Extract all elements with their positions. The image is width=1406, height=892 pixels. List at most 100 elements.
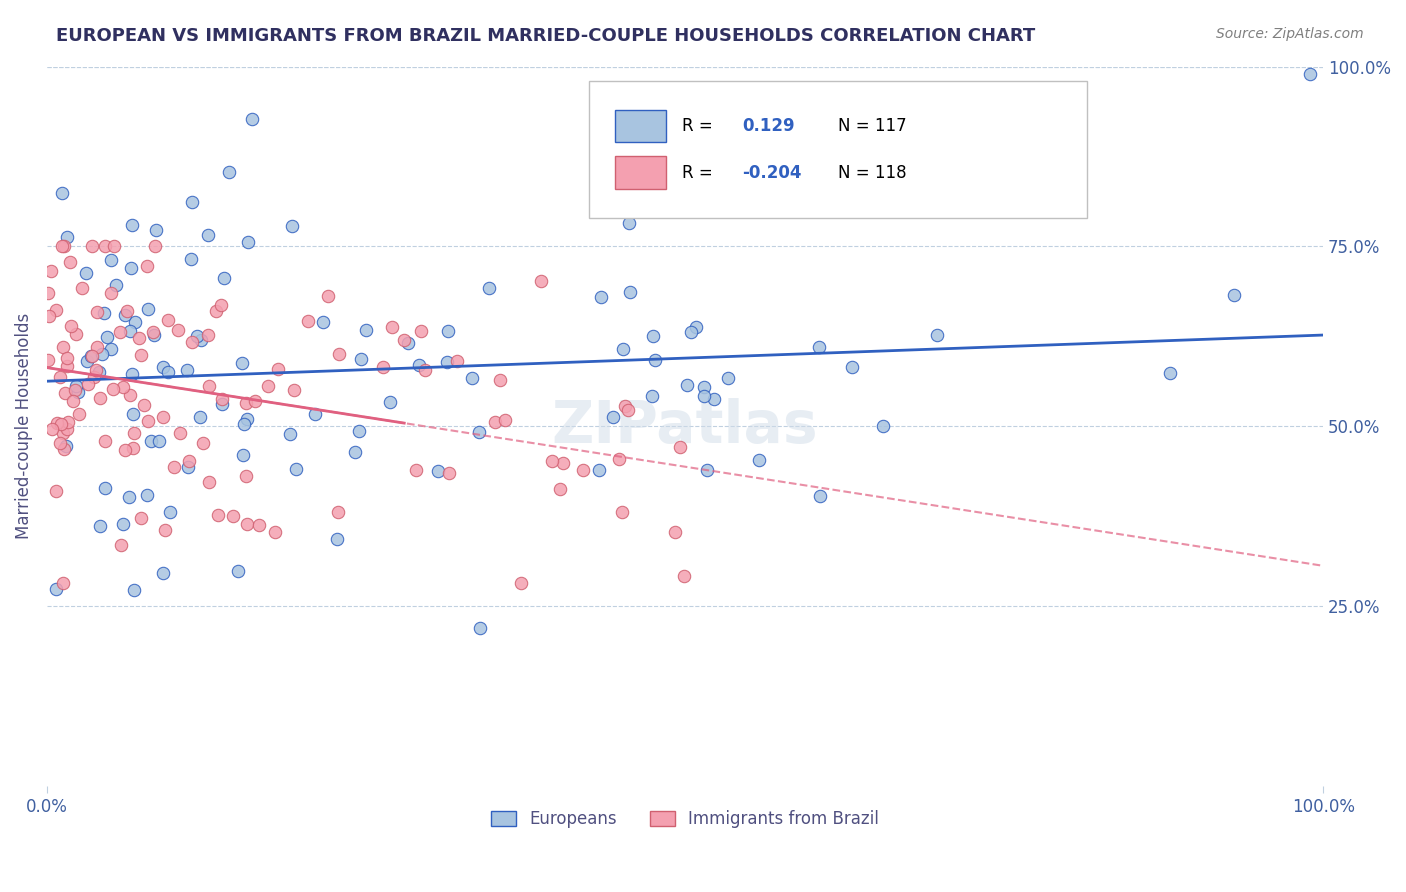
Text: N = 117: N = 117 bbox=[838, 117, 907, 135]
Point bbox=[41, 422, 63, 436]
Text: -0.204: -0.204 bbox=[742, 164, 801, 182]
Point bbox=[37, 285, 59, 300]
Point bbox=[80, 350, 103, 364]
Point bbox=[84, 363, 107, 377]
Point bbox=[243, 394, 266, 409]
Point bbox=[56, 351, 79, 365]
Point bbox=[112, 517, 135, 532]
Point bbox=[48, 369, 70, 384]
Point bbox=[326, 532, 349, 546]
FancyBboxPatch shape bbox=[614, 110, 666, 142]
FancyBboxPatch shape bbox=[614, 156, 666, 189]
Point bbox=[808, 489, 831, 503]
Point bbox=[56, 415, 79, 429]
Point bbox=[703, 392, 725, 406]
Point bbox=[45, 484, 67, 499]
Point bbox=[89, 519, 111, 533]
Point bbox=[190, 334, 212, 348]
Point bbox=[114, 308, 136, 322]
Point bbox=[484, 415, 506, 429]
Point bbox=[55, 440, 77, 454]
Point bbox=[426, 464, 449, 478]
Point bbox=[100, 285, 122, 300]
Point bbox=[297, 314, 319, 328]
Point bbox=[415, 363, 437, 377]
Point bbox=[209, 298, 232, 312]
Point bbox=[120, 260, 142, 275]
Point bbox=[641, 329, 664, 343]
Point bbox=[118, 324, 141, 338]
Point bbox=[235, 468, 257, 483]
Point bbox=[93, 305, 115, 319]
Point bbox=[52, 339, 75, 353]
Point bbox=[405, 463, 427, 477]
Point bbox=[188, 409, 211, 424]
Point bbox=[132, 398, 155, 412]
Text: R =: R = bbox=[682, 164, 713, 182]
Point bbox=[328, 505, 350, 519]
Point bbox=[207, 508, 229, 522]
Point bbox=[602, 410, 624, 425]
Point bbox=[437, 324, 460, 338]
Point bbox=[808, 340, 831, 354]
Point bbox=[75, 266, 97, 280]
Point bbox=[82, 239, 104, 253]
Point bbox=[60, 319, 83, 334]
Text: ZIPatlas: ZIPatlas bbox=[551, 398, 818, 455]
Point bbox=[381, 319, 404, 334]
Point bbox=[46, 416, 69, 430]
Point bbox=[541, 454, 564, 468]
Point bbox=[748, 452, 770, 467]
Point bbox=[240, 112, 263, 127]
Point bbox=[121, 218, 143, 232]
Point bbox=[180, 252, 202, 266]
Text: Source: ZipAtlas.com: Source: ZipAtlas.com bbox=[1216, 27, 1364, 41]
Point bbox=[553, 456, 575, 470]
Point bbox=[86, 304, 108, 318]
Point bbox=[152, 566, 174, 580]
Point bbox=[108, 325, 131, 339]
Point bbox=[51, 186, 73, 200]
Point bbox=[285, 462, 308, 476]
Point bbox=[408, 358, 430, 372]
Point bbox=[221, 509, 243, 524]
Point bbox=[51, 239, 73, 253]
Point bbox=[152, 410, 174, 425]
Text: R =: R = bbox=[682, 117, 713, 135]
Point bbox=[37, 352, 59, 367]
Point bbox=[378, 394, 401, 409]
Point bbox=[52, 239, 75, 253]
Point bbox=[509, 576, 531, 591]
Point bbox=[872, 418, 894, 433]
Point bbox=[676, 377, 699, 392]
Point bbox=[685, 320, 707, 334]
Point bbox=[616, 403, 638, 417]
Point bbox=[394, 333, 416, 347]
Point bbox=[49, 417, 72, 431]
Point bbox=[437, 467, 460, 481]
Point bbox=[122, 442, 145, 456]
Point bbox=[100, 343, 122, 357]
Point bbox=[48, 435, 70, 450]
Point bbox=[163, 460, 186, 475]
Point bbox=[617, 216, 640, 230]
Point bbox=[446, 353, 468, 368]
Point bbox=[121, 368, 143, 382]
Point bbox=[181, 334, 204, 349]
Point bbox=[316, 289, 339, 303]
Point bbox=[1299, 67, 1322, 81]
Point bbox=[94, 239, 117, 253]
Point bbox=[186, 328, 208, 343]
Point bbox=[461, 371, 484, 385]
Point bbox=[204, 303, 226, 318]
Point bbox=[76, 353, 98, 368]
Point bbox=[231, 356, 253, 370]
Point bbox=[100, 252, 122, 267]
Point bbox=[233, 417, 256, 432]
Point bbox=[87, 365, 110, 379]
Point bbox=[226, 564, 249, 578]
Point bbox=[80, 349, 103, 363]
Point bbox=[664, 524, 686, 539]
Point bbox=[693, 380, 716, 394]
Point bbox=[235, 396, 257, 410]
